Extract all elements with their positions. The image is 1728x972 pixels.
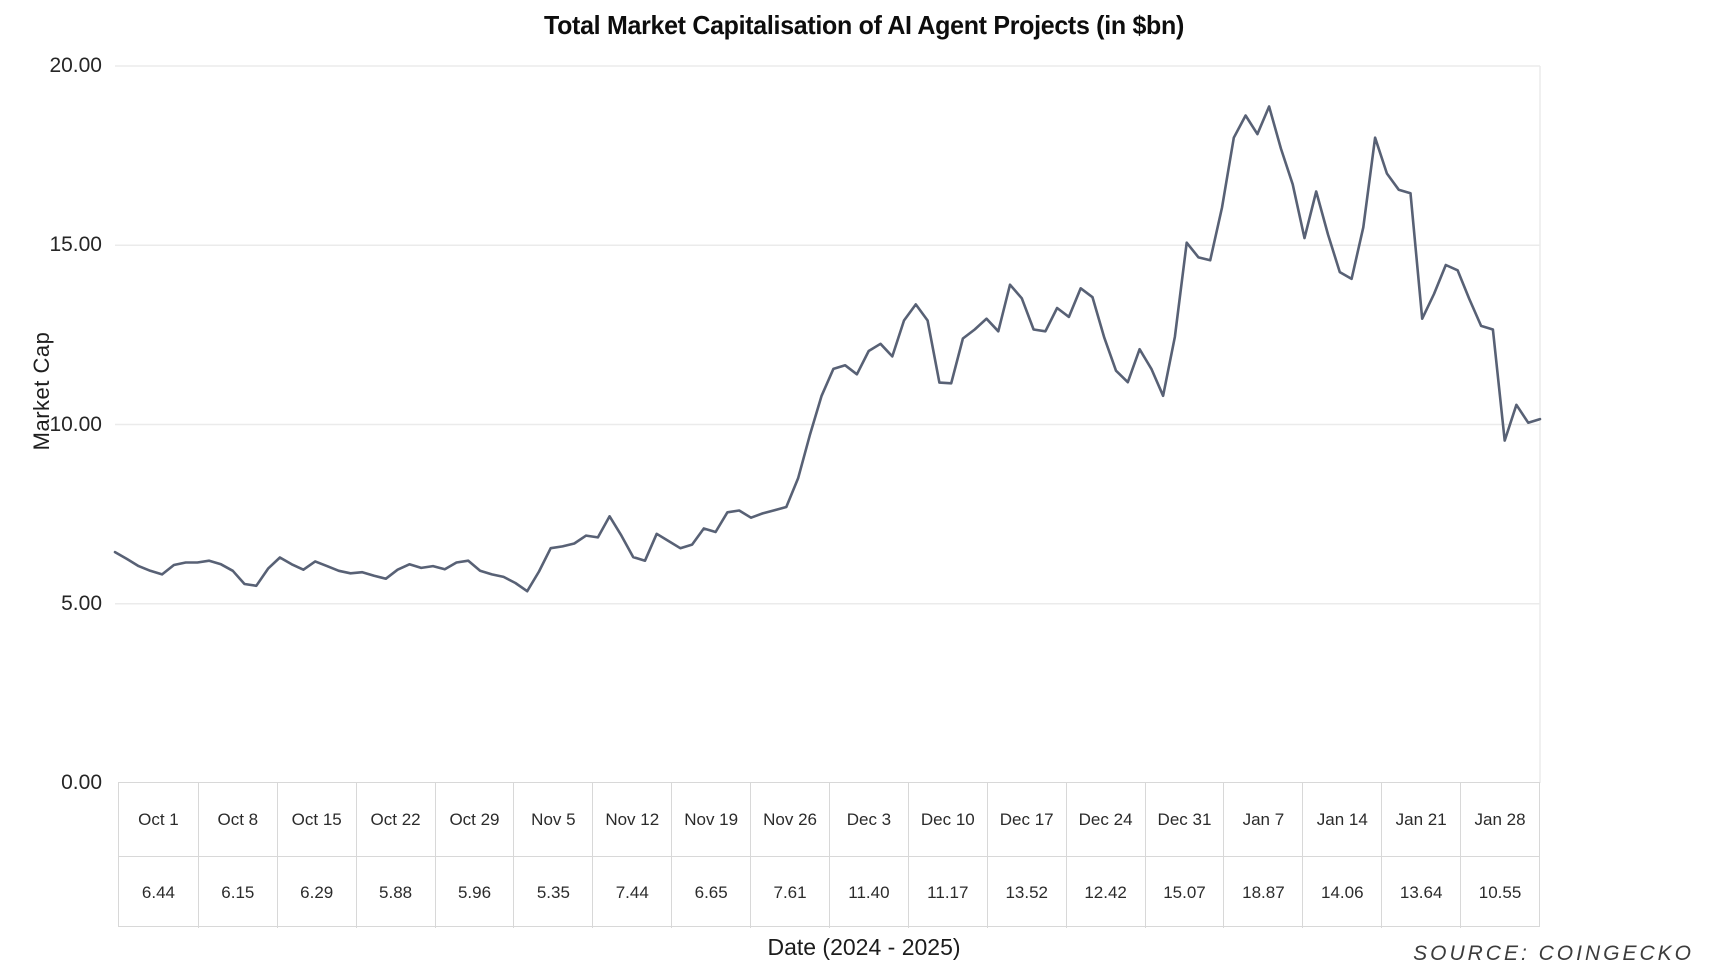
table-date-cell: Jan 14 xyxy=(1302,783,1381,856)
chart-title: Total Market Capitalisation of AI Agent … xyxy=(543,10,1184,40)
table-value-cell: 10.55 xyxy=(1460,856,1539,928)
table-date-cell: Dec 17 xyxy=(986,783,1066,856)
table-date-cell: Jan 7 xyxy=(1223,783,1302,856)
table-date-cell: Nov 12 xyxy=(592,783,671,856)
table-value-cell: 14.06 xyxy=(1302,856,1382,928)
table-value-cell: 6.65 xyxy=(671,856,751,928)
table-date-cell: Dec 3 xyxy=(828,783,908,856)
table-date-cell: Nov 26 xyxy=(750,783,829,856)
table-value-cell: 13.52 xyxy=(986,856,1066,928)
y-tick-label: 20.00 xyxy=(49,54,102,77)
x-axis-title: Date (2024 - 2025) xyxy=(767,934,961,960)
table-date-cell: Dec 24 xyxy=(1065,783,1145,856)
table-date-cell: Dec 10 xyxy=(907,783,987,856)
table-value-cell: 5.96 xyxy=(434,856,514,928)
market-cap-line-series xyxy=(113,105,1542,593)
table-value-cell: 15.07 xyxy=(1144,856,1224,928)
table-value-cell: 6.15 xyxy=(197,856,277,928)
table-date-cell: Oct 15 xyxy=(276,783,356,856)
y-tick-label: 0.00 xyxy=(61,771,102,794)
table-value-cell: 11.40 xyxy=(828,856,908,928)
table-value-cell: 12.42 xyxy=(1065,856,1145,928)
table-date-cell: Oct 8 xyxy=(197,783,277,856)
table-date-cell: Oct 1 xyxy=(138,809,179,829)
table-value-cell: 13.64 xyxy=(1381,856,1461,928)
data-table: Oct 1 Oct 8 Oct 15 Oct 22 Oct 29 Nov 5 Nov 12 N… xyxy=(118,782,1540,928)
y-tick-label: 15.00 xyxy=(49,233,102,257)
table-date-cell: Oct 22 xyxy=(355,783,435,856)
table-date-cell: Nov 19 xyxy=(671,783,750,856)
table-date-cell: Nov 5 xyxy=(513,783,592,856)
table-value-cell: 5.88 xyxy=(355,856,435,928)
table-value-cell: 6.44 xyxy=(119,856,198,928)
table-value-cell: 5.35 xyxy=(513,856,593,928)
table-value-cell: 11.17 xyxy=(907,856,987,928)
table-value-cell: 7.61 xyxy=(750,856,829,928)
y-tick-label: 5.00 xyxy=(61,591,102,615)
table-value-cell: 18.87 xyxy=(1223,856,1303,928)
table-date-cell: Jan 21 xyxy=(1381,783,1460,856)
table-date-cell: Jan 28 xyxy=(1460,783,1539,856)
y-tick-label: 10.00 xyxy=(49,412,102,436)
source-credit: SOURCE: COINGECKO xyxy=(1413,942,1694,965)
table-date-cell: Dec 31 xyxy=(1144,783,1224,856)
table-value-cell: 7.44 xyxy=(592,856,672,928)
table-value-cell: 6.29 xyxy=(276,856,356,928)
table-date-cell: Oct 29 xyxy=(434,783,514,856)
